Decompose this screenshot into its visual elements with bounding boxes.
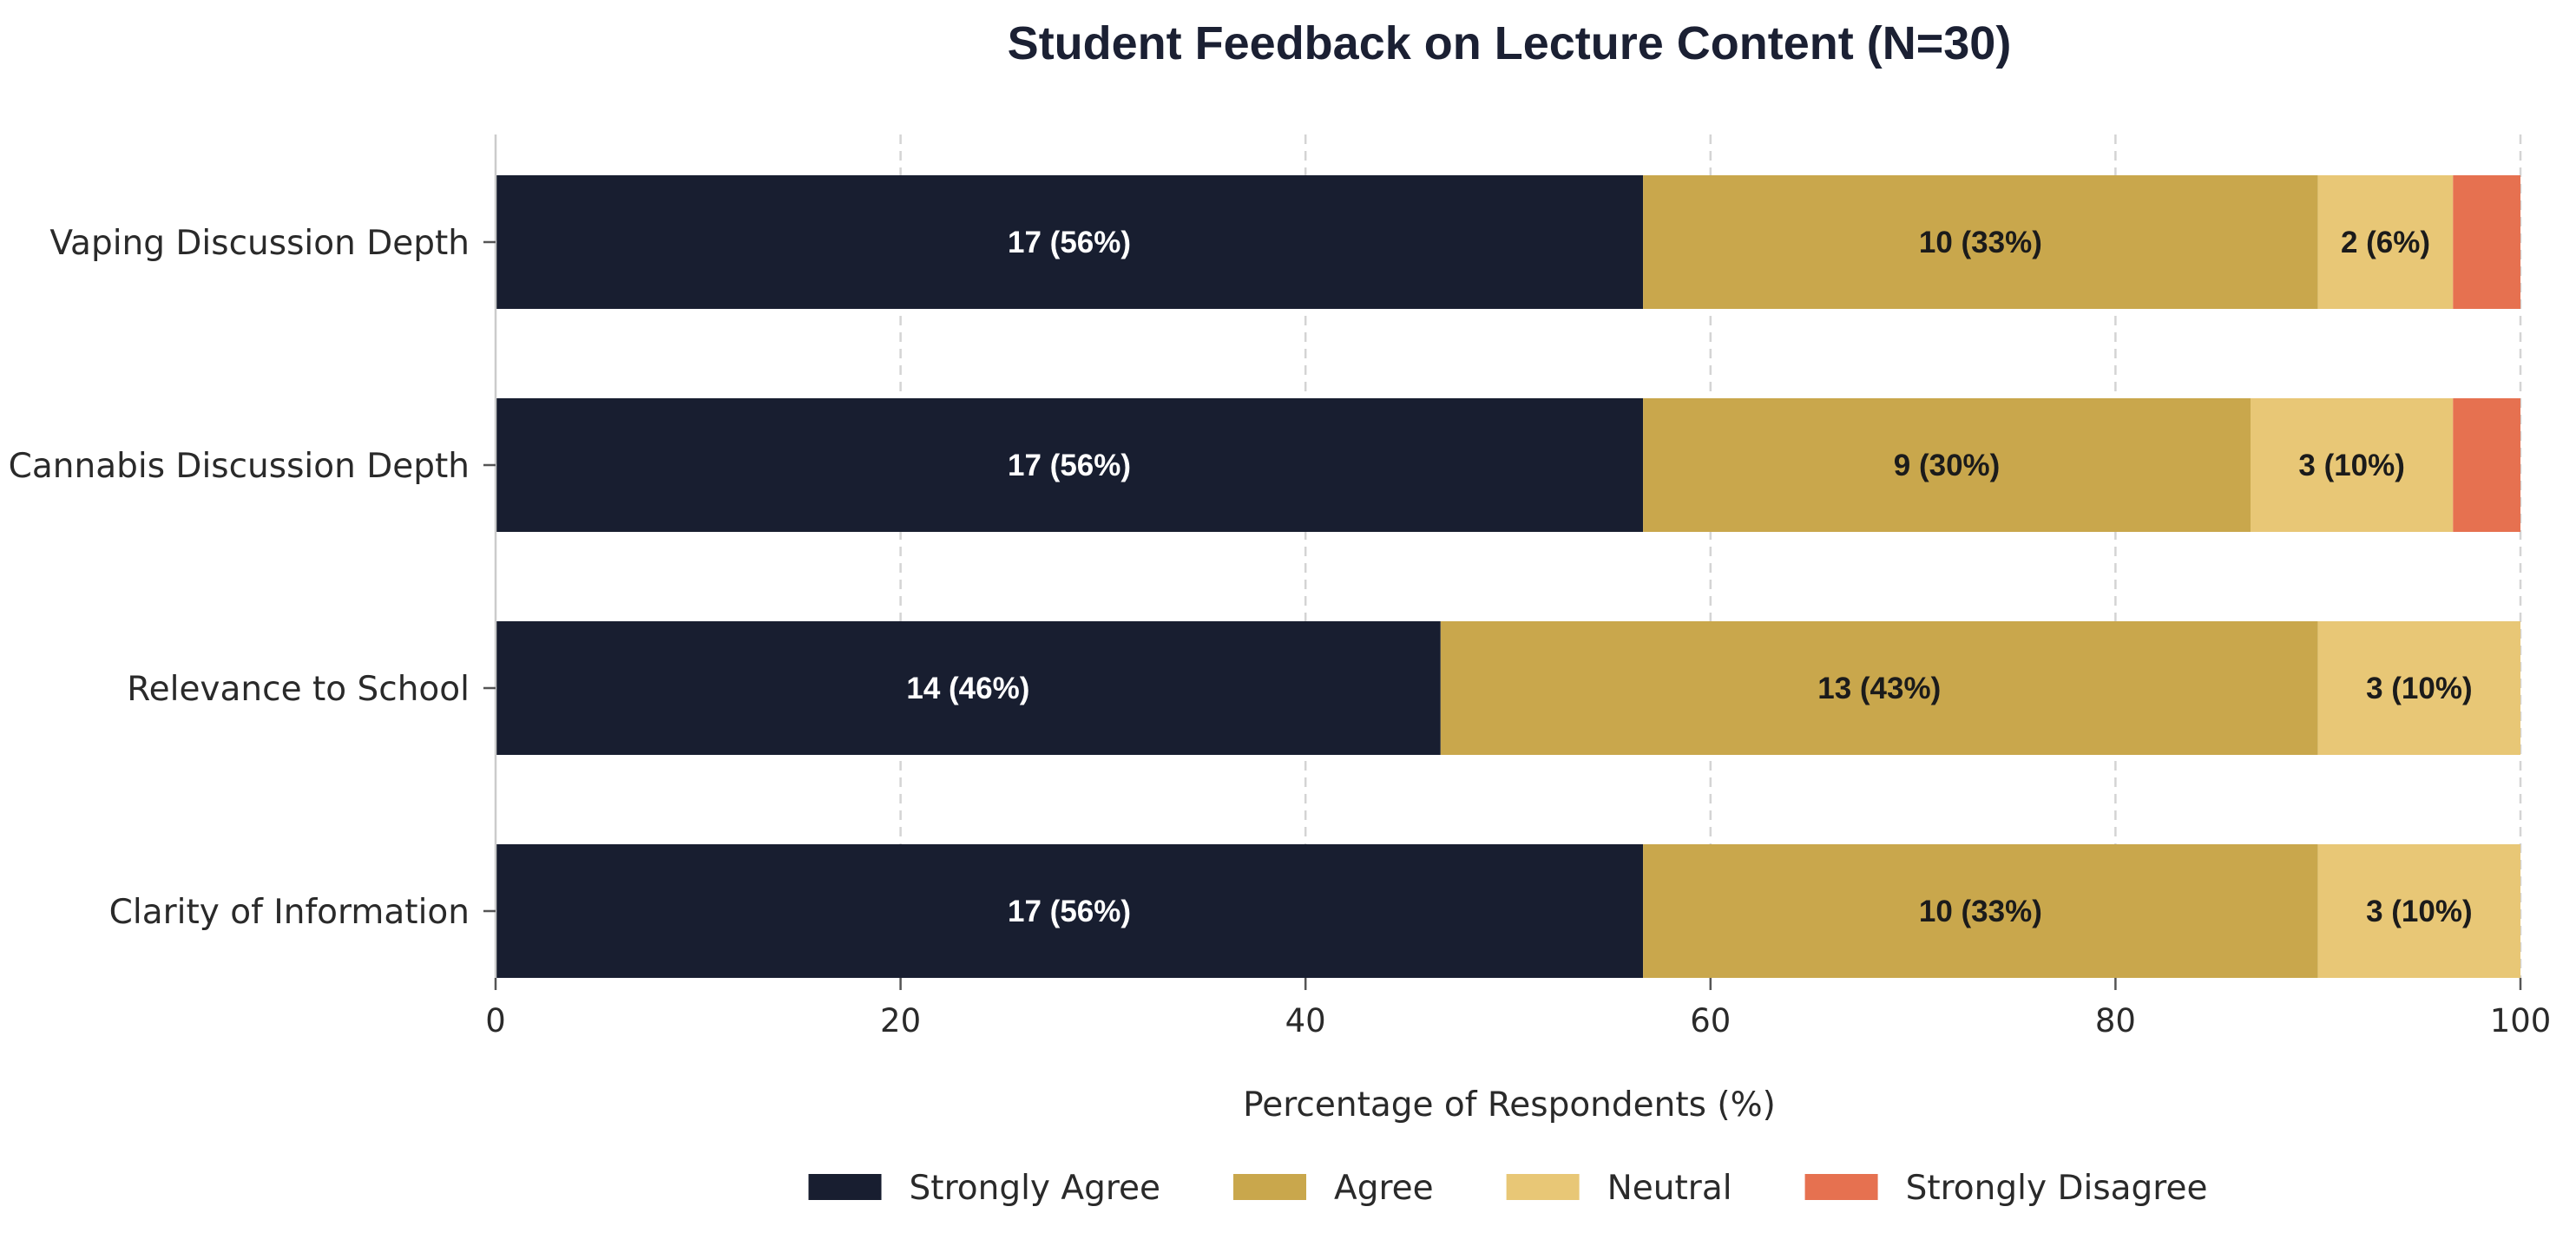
bar-segment bbox=[2453, 398, 2520, 532]
legend-swatch bbox=[1804, 1174, 1878, 1200]
bar-segment bbox=[1643, 175, 2318, 309]
legend-item: Neutral bbox=[1506, 1169, 1732, 1208]
x-tick-label: 0 bbox=[485, 1002, 506, 1039]
data-label: 17 (56%) bbox=[1008, 226, 1131, 259]
x-axis-label: Percentage of Respondents (%) bbox=[1243, 1085, 1776, 1125]
legend-swatch bbox=[1506, 1174, 1580, 1200]
legend: Strongly Agree Agree Neutral Strongly Disag… bbox=[808, 1169, 2208, 1208]
legend-swatch bbox=[1233, 1174, 1307, 1200]
bar-segment bbox=[496, 175, 1644, 309]
data-label: 17 (56%) bbox=[1008, 449, 1131, 482]
legend-item: Strongly Disagree bbox=[1804, 1169, 2208, 1208]
bar-segment bbox=[1440, 621, 2318, 755]
bar-segment bbox=[496, 844, 1644, 978]
bar-segment bbox=[2251, 398, 2454, 532]
data-label: 3 (10%) bbox=[2366, 895, 2473, 928]
bar-segment bbox=[2453, 175, 2520, 309]
legend-label: Agree bbox=[1334, 1169, 1434, 1208]
bar-segment bbox=[2317, 844, 2520, 978]
bar-segment bbox=[496, 621, 1441, 755]
bar-segment bbox=[2317, 175, 2454, 309]
data-label: 9 (30%) bbox=[1894, 449, 2001, 482]
y-axis: Vaping Discussion Depth Cannabis Discussi… bbox=[9, 134, 497, 978]
chart-title: Student Feedback on Lecture Content (N=3… bbox=[1008, 17, 2012, 69]
data-label: 13 (43%) bbox=[1817, 672, 1941, 705]
x-tick-label: 100 bbox=[2490, 1002, 2552, 1039]
category-label: Vaping Discussion Depth bbox=[49, 224, 470, 263]
category-label: Cannabis Discussion Depth bbox=[9, 447, 470, 486]
legend-swatch bbox=[808, 1174, 882, 1200]
bar-segment bbox=[496, 398, 1644, 532]
x-tick-label: 40 bbox=[1285, 1002, 1326, 1039]
data-label: 3 (10%) bbox=[2366, 672, 2473, 705]
x-tick-label: 20 bbox=[880, 1002, 921, 1039]
bar-segment bbox=[2317, 621, 2520, 755]
legend-label: Neutral bbox=[1607, 1169, 1732, 1208]
x-tick-label: 60 bbox=[1690, 1002, 1731, 1039]
data-label: 10 (33%) bbox=[1919, 895, 2042, 928]
category-label: Relevance to School bbox=[127, 670, 470, 709]
data-label: 3 (10%) bbox=[2298, 449, 2405, 482]
legend-label: Strongly Agree bbox=[910, 1169, 1160, 1208]
bar-segment bbox=[1643, 398, 2251, 532]
data-label: 10 (33%) bbox=[1919, 226, 2042, 259]
bar-segment bbox=[1643, 844, 2318, 978]
legend-item: Agree bbox=[1233, 1169, 1434, 1208]
data-label: 17 (56%) bbox=[1008, 895, 1131, 928]
data-label: 2 (6%) bbox=[2341, 226, 2430, 259]
category-label: Clarity of Information bbox=[109, 893, 470, 932]
x-tick-label: 80 bbox=[2095, 1002, 2136, 1039]
legend-label: Strongly Disagree bbox=[1906, 1169, 2208, 1208]
bars: 17 (56%) 10 (33%) 2 (6%) 17 (56%) 9 (30%) 3 (… bbox=[496, 175, 2520, 978]
x-axis: 0 20 40 60 80 100 bbox=[485, 978, 2551, 1039]
legend-item: Strongly Agree bbox=[808, 1169, 1160, 1208]
data-label: 14 (46%) bbox=[906, 672, 1029, 705]
